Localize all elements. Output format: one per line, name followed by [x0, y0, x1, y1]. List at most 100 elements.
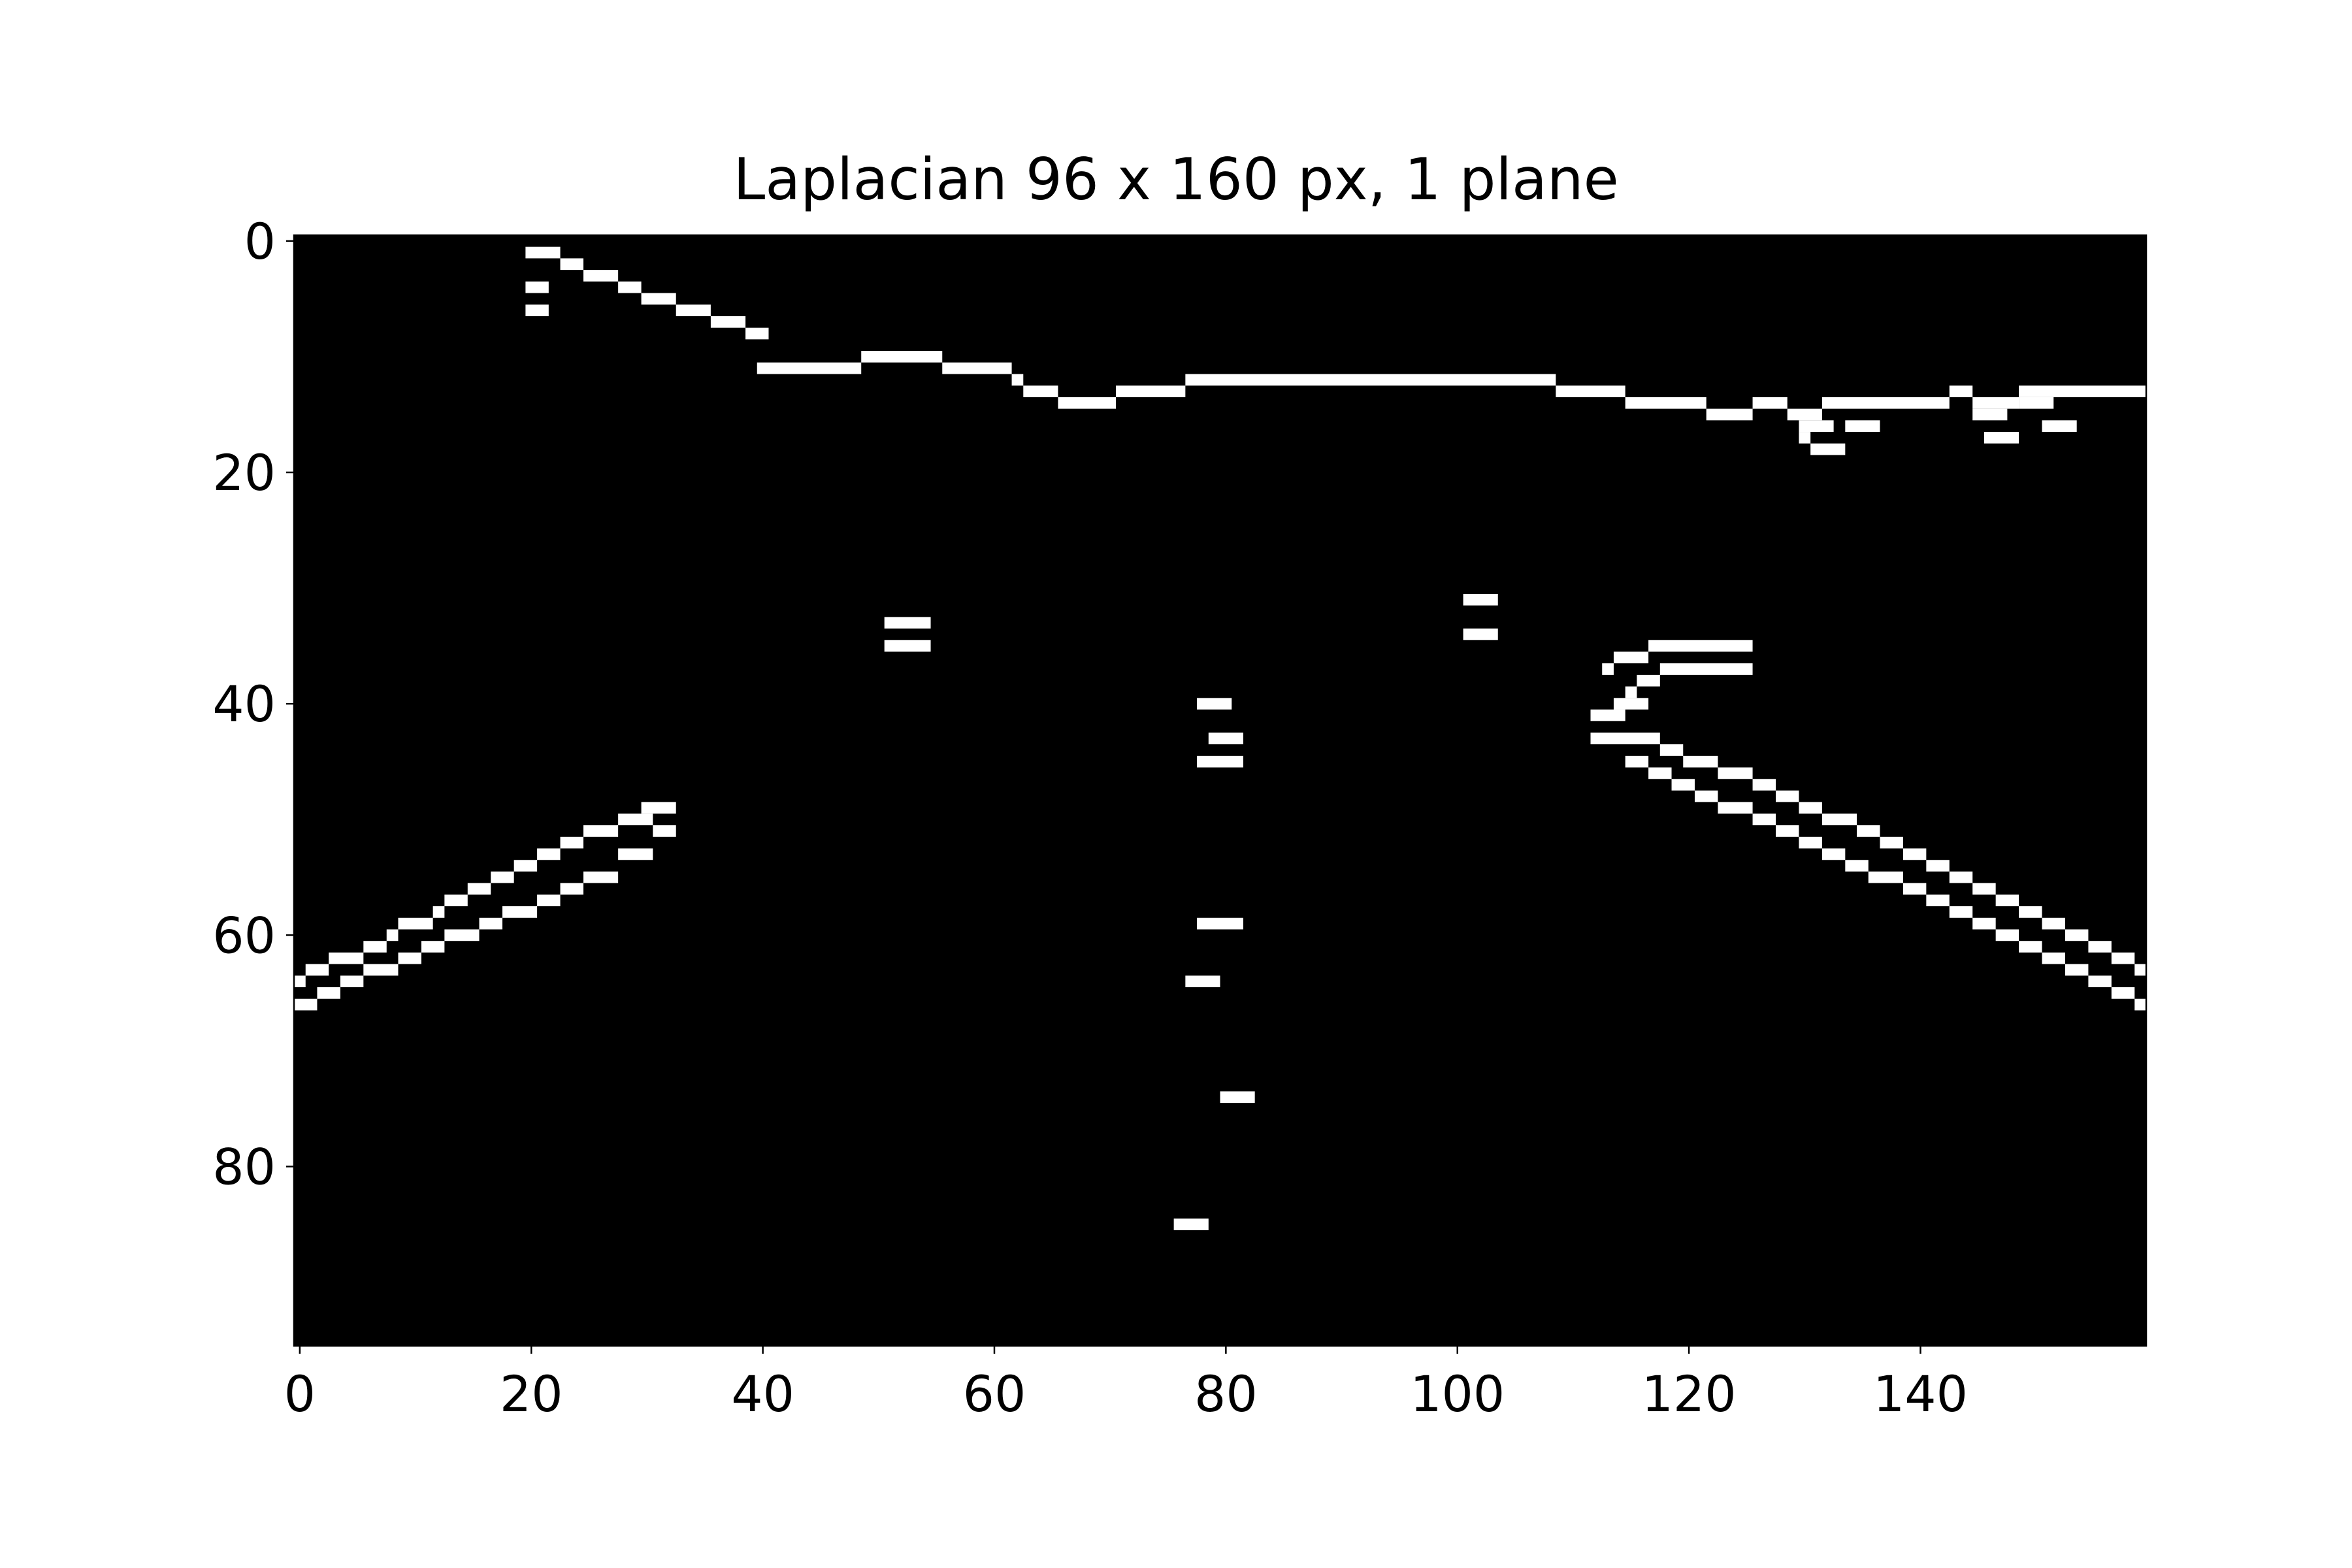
- edge-pixel-run-70: [1799, 836, 1822, 849]
- x-tick-label: 100: [1410, 1365, 1505, 1423]
- image-pixels: [294, 246, 2146, 1230]
- edge-pixel-run-86: [1995, 929, 2019, 941]
- y-tick-label: 40: [212, 675, 276, 733]
- edge-pixel-run-24: [1949, 385, 1973, 397]
- edge-pixel-run-23: [1821, 397, 1950, 409]
- edge-pixel-run-15: [1058, 397, 1117, 409]
- edge-pixel-run-35: [1463, 593, 1498, 606]
- x-tick-label: 40: [731, 1365, 794, 1423]
- edge-pixel-run-33: [2019, 397, 2054, 409]
- edge-pixel-run-43: [1185, 975, 1220, 988]
- edge-pixel-run-19: [1625, 397, 1707, 409]
- edge-pixel-run-39: [1197, 698, 1232, 710]
- x-tick-label: 60: [963, 1365, 1026, 1423]
- edge-pixel-run-47: [1613, 651, 1649, 664]
- edge-pixel-run-56: [1625, 755, 1649, 768]
- edge-pixel-run-21: [1752, 397, 1788, 409]
- edge-pixel-run-105: [491, 871, 514, 883]
- edge-pixel-run-99: [583, 825, 619, 837]
- edge-pixel-run-93: [2134, 964, 2146, 976]
- edge-pixel-run-27: [1799, 420, 1834, 433]
- edge-pixel-run-53: [1590, 710, 1625, 721]
- edge-pixel-run-50: [1637, 674, 1660, 687]
- edge-pixel-run-125: [317, 987, 340, 999]
- edge-pixel-run-62: [1694, 791, 1718, 802]
- edge-pixel-run-25: [1972, 397, 2019, 409]
- edge-pixel-run-54: [1590, 732, 1660, 745]
- edge-pixel-run-61: [1752, 779, 1776, 791]
- edge-pixel-run-71: [1880, 836, 1903, 849]
- edge-pixel-run-124: [340, 975, 364, 988]
- edge-pixel-run-97: [641, 802, 676, 814]
- edge-pixel-run-11: [861, 351, 943, 363]
- edge-pixel-run-87: [2065, 929, 2089, 941]
- edge-pixel-run-89: [2088, 941, 2112, 953]
- edge-pixel-run-106: [583, 871, 619, 883]
- edge-pixel-run-98: [618, 813, 653, 826]
- x-tick-label: 80: [1194, 1365, 1258, 1423]
- edge-pixel-run-116: [444, 929, 480, 941]
- edge-pixel-run-32: [1984, 432, 2019, 444]
- edge-pixel-run-12: [942, 362, 1012, 374]
- x-tick-label: 120: [1642, 1365, 1737, 1423]
- edge-pixel-run-104: [514, 860, 538, 872]
- edge-pixel-run-114: [479, 917, 502, 930]
- edge-pixel-run-13: [1011, 374, 1024, 386]
- edge-pixel-run-57: [1683, 755, 1718, 768]
- edge-pixel-run-7: [745, 327, 769, 340]
- edge-pixel-run-77: [1949, 871, 1973, 883]
- edge-pixel-run-78: [1903, 883, 1927, 895]
- y-tick-label: 0: [244, 212, 276, 270]
- edge-pixel-run-121: [305, 964, 329, 976]
- edge-pixel-run-41: [1197, 755, 1243, 768]
- edge-pixel-run-88: [2019, 941, 2042, 953]
- edge-pixel-run-107: [467, 883, 491, 895]
- edge-pixel-run-126: [294, 998, 318, 1011]
- edge-pixel-run-22: [1787, 408, 1822, 421]
- edge-pixel-run-94: [2088, 975, 2112, 988]
- edge-pixel-run-2: [583, 270, 619, 282]
- edge-pixel-run-102: [537, 848, 561, 860]
- edge-pixel-run-16: [1116, 385, 1186, 397]
- edge-pixel-run-45: [1173, 1218, 1209, 1230]
- edge-pixel-run-6: [710, 316, 746, 328]
- edge-pixel-run-110: [537, 894, 561, 907]
- y-tick-label: 60: [212, 906, 276, 964]
- x-tick-label: 0: [284, 1365, 316, 1423]
- edge-pixel-run-38: [884, 640, 931, 652]
- edge-pixel-run-4: [641, 293, 676, 305]
- plot-frame: [293, 234, 2148, 1347]
- edge-pixel-run-9: [525, 304, 549, 316]
- edge-pixel-run-44: [1220, 1091, 1255, 1103]
- edge-pixel-run-46: [1648, 640, 1753, 652]
- y-tick-label: 20: [212, 444, 276, 502]
- edge-pixel-run-28: [1799, 432, 1811, 444]
- edge-pixel-run-119: [329, 952, 364, 964]
- edge-pixel-run-74: [1845, 860, 1869, 872]
- edge-pixel-run-26: [2019, 385, 2146, 397]
- edge-pixel-run-1: [560, 258, 583, 270]
- edge-pixel-run-67: [1821, 813, 1857, 826]
- edge-pixel-run-123: [294, 975, 306, 988]
- edge-pixel-run-115: [386, 929, 399, 941]
- edge-pixel-run-75: [1926, 860, 1950, 872]
- edge-pixel-run-14: [1023, 385, 1058, 397]
- edge-pixel-run-66: [1752, 813, 1776, 826]
- edge-pixel-run-51: [1625, 686, 1637, 698]
- edge-pixel-run-65: [1799, 802, 1822, 814]
- edge-pixel-run-109: [444, 894, 468, 907]
- edge-pixel-run-0: [525, 246, 561, 259]
- edge-pixel-run-49: [1659, 663, 1753, 675]
- edge-pixel-run-91: [2111, 952, 2135, 964]
- x-axis: 0 20 40 60 80 100 120 140: [284, 1346, 1968, 1423]
- edge-pixel-run-117: [363, 941, 387, 953]
- x-tick-label: 140: [1873, 1365, 1968, 1423]
- edge-pixel-run-73: [1903, 848, 1927, 860]
- edge-pixel-run-18: [1556, 385, 1625, 397]
- edge-pixel-run-5: [676, 304, 711, 316]
- edge-pixel-run-120: [398, 952, 421, 964]
- edge-pixel-run-112: [502, 906, 538, 918]
- edge-pixel-run-103: [618, 848, 653, 860]
- edge-pixel-run-59: [1718, 767, 1753, 779]
